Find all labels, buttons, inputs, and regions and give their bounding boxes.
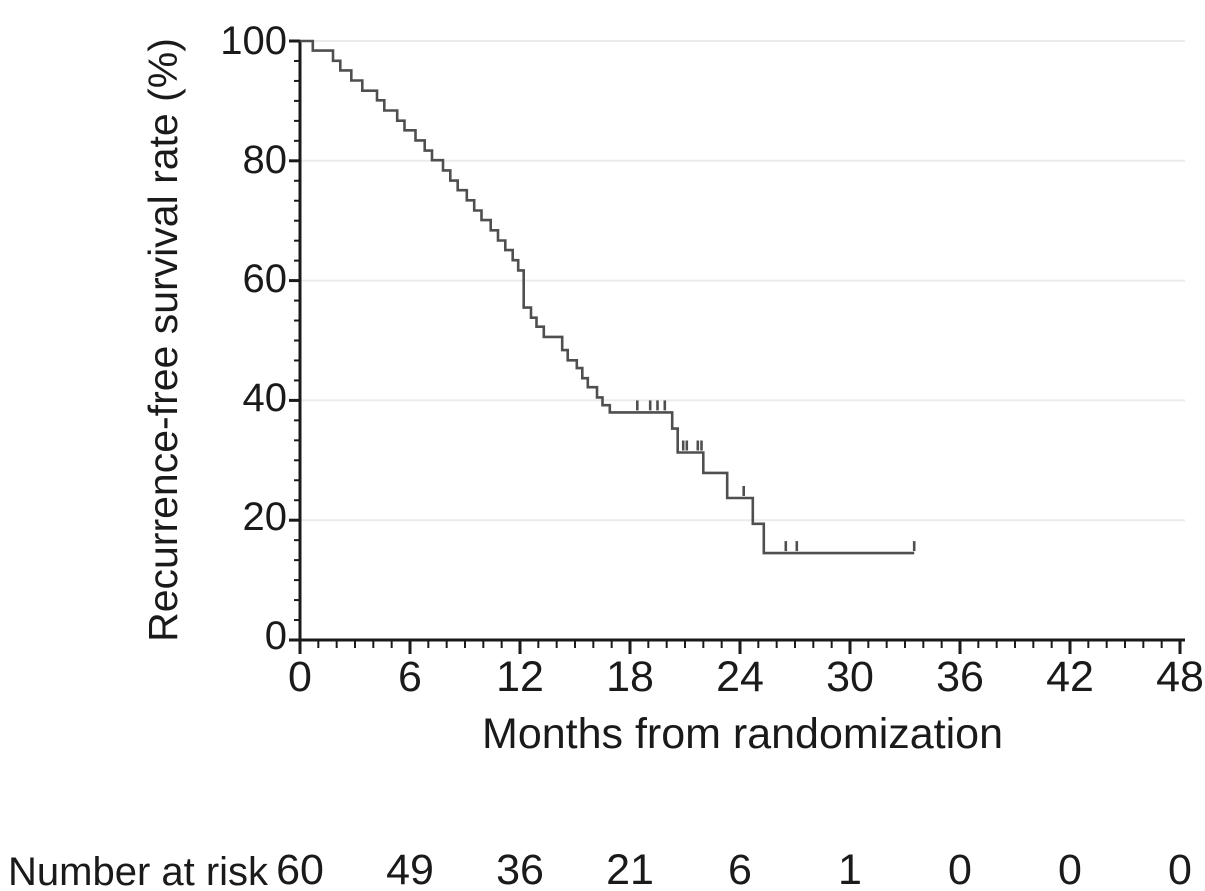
at-risk-count-m12: 36	[496, 846, 544, 891]
number-at-risk-label: Number at risk	[8, 850, 269, 891]
axes-and-ticks	[289, 39, 1185, 654]
at-risk-count-m0: 60	[276, 846, 324, 891]
x-tick-label-12: 12	[496, 653, 544, 701]
gridlines	[300, 40, 1185, 522]
km-step-path	[300, 39, 915, 555]
survival-curve	[300, 39, 915, 555]
at-risk-count-m18: 21	[606, 846, 654, 891]
x-tick-label-36: 36	[936, 653, 984, 701]
y-tick-label-80: 80	[242, 138, 288, 182]
y-tick-label-40: 40	[242, 376, 288, 420]
x-tick-label-24: 24	[716, 653, 764, 701]
x-tick-label-6: 6	[398, 653, 422, 701]
at-risk-count-m36: 0	[948, 846, 972, 891]
at-risk-count-m30: 1	[838, 846, 862, 891]
x-tick-label-48: 48	[1156, 653, 1204, 701]
at-risk-count-m6: 49	[386, 846, 434, 891]
y-tick-label-60: 60	[242, 257, 288, 301]
censor-marks	[635, 400, 916, 552]
y-axis-title: Recurrence-free survival rate (%)	[140, 38, 186, 642]
at-risk-count-m24: 6	[728, 846, 752, 891]
y-tick-label-100: 100	[220, 19, 287, 63]
x-tick-label-18: 18	[606, 653, 654, 701]
y-tick-label-0: 0	[264, 614, 287, 658]
y-tick-label-20: 20	[242, 495, 288, 539]
at-risk-count-m48: 0	[1168, 846, 1192, 891]
at-risk-count-m42: 0	[1058, 846, 1082, 891]
x-axis-title: Months from randomization	[482, 710, 1003, 758]
x-tick-label-42: 42	[1046, 653, 1094, 701]
x-tick-label-30: 30	[826, 653, 874, 701]
x-tick-label-0: 0	[288, 653, 312, 701]
